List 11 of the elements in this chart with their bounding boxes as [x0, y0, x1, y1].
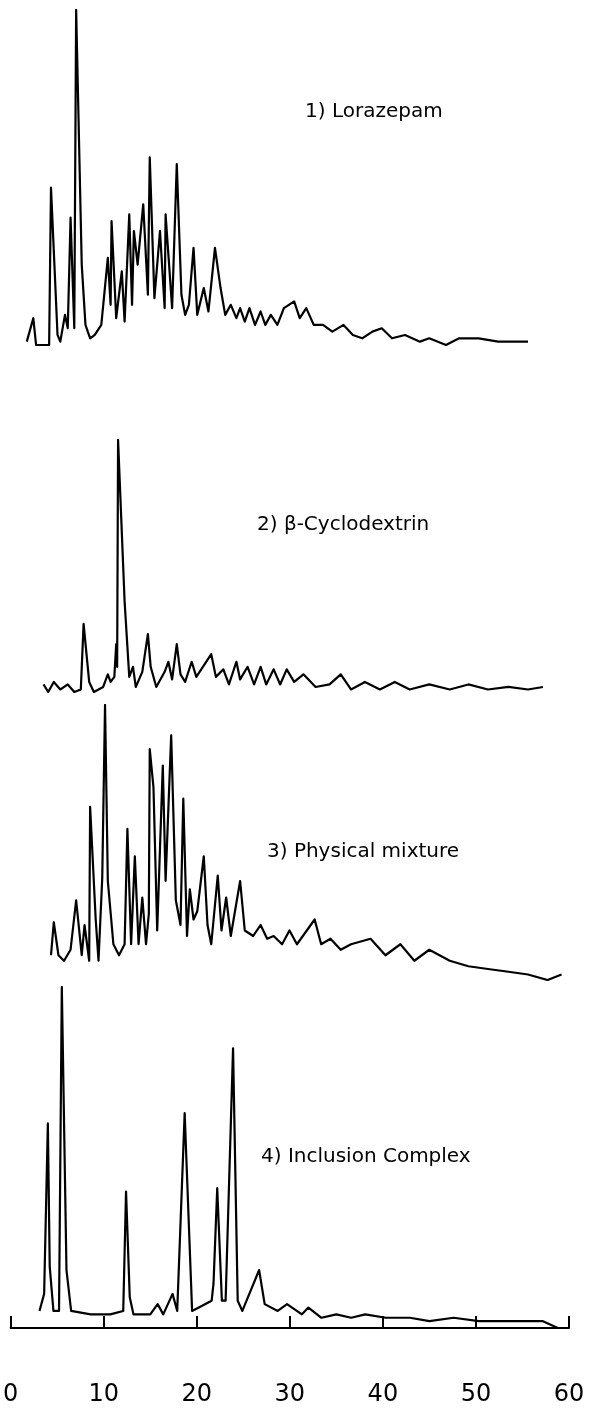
x-tick-label: 30: [274, 1379, 306, 1407]
x-tick-label: 50: [460, 1379, 492, 1407]
x-tick-label: 60: [553, 1379, 585, 1407]
text: 1) Lorazepam: [305, 98, 443, 122]
x-tick-label: 40: [367, 1379, 399, 1407]
text: 2) β-Cyclodextrin: [257, 511, 430, 535]
text: 4) Inclusion Complex: [261, 1143, 471, 1167]
text: 3) Physical mixture: [267, 838, 460, 862]
x-tick-label: 10: [88, 1379, 119, 1407]
x-tick-label: 20: [181, 1379, 213, 1407]
x-tick-label: 0: [2, 1379, 19, 1407]
